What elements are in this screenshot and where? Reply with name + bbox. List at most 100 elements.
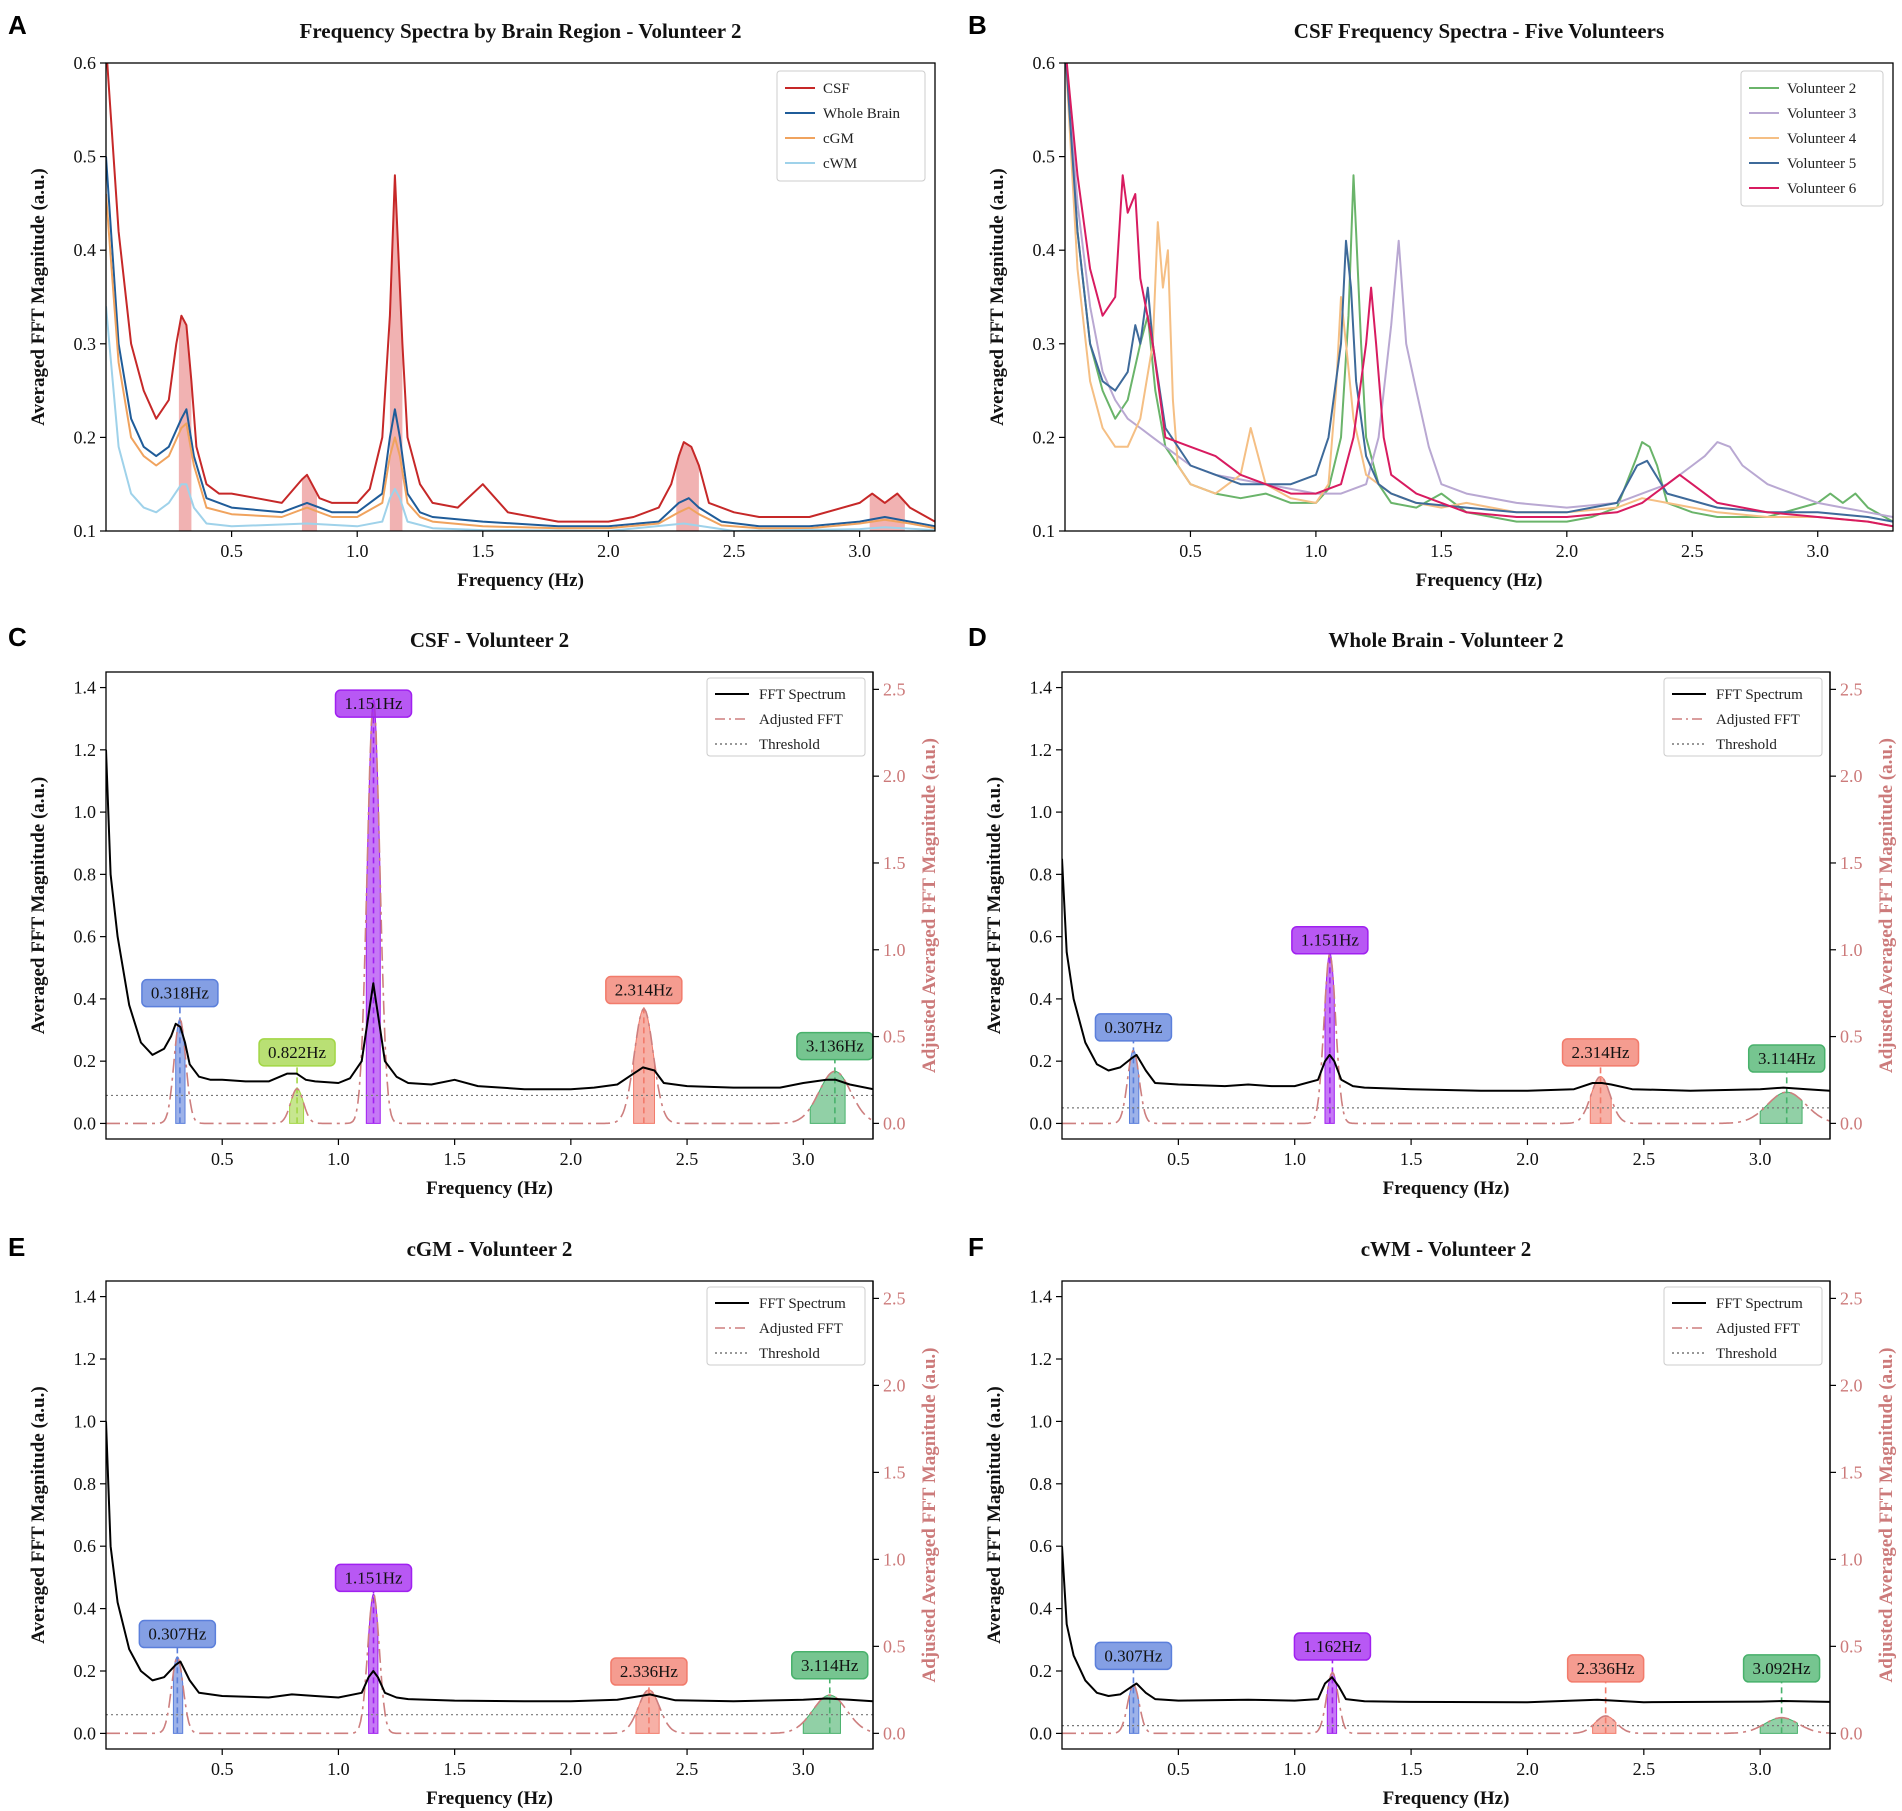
y-tick-label: 1.0 xyxy=(74,802,97,822)
y-tick-label: 0.4 xyxy=(1033,240,1056,260)
legend-entry: FFT Spectrum xyxy=(759,1296,846,1312)
panel-letter: C xyxy=(8,622,27,652)
x-tick-label: 3.0 xyxy=(792,1759,815,1779)
peak-label-text: 3.114Hz xyxy=(801,1656,859,1675)
y-axis-label: Averaged FFT Magnitude (a.u.) xyxy=(987,168,1008,425)
y2-tick-label: 0.0 xyxy=(883,1723,906,1743)
peak-label: 1.151Hz xyxy=(1291,925,1369,955)
x-tick-label: 3.0 xyxy=(1806,541,1829,561)
y-tick-label: 0.2 xyxy=(1030,1051,1053,1071)
y2-tick-label: 1.0 xyxy=(1840,940,1863,960)
series-line-whole-brain xyxy=(106,156,935,528)
series-line-volunteer-5 xyxy=(1065,63,1893,523)
x-tick-label: 1.5 xyxy=(472,541,495,561)
peak-label: 2.336Hz xyxy=(610,1657,688,1686)
legend-entry: Volunteer 6 xyxy=(1787,181,1857,197)
plot-frame xyxy=(1061,671,1831,1140)
peak-band xyxy=(172,1656,184,1734)
legend-entry: Threshold xyxy=(1716,737,1777,753)
peak-label-box xyxy=(258,1038,336,1067)
x-axis-label: Frequency (Hz) xyxy=(1416,570,1543,591)
x-tick-label: 0.5 xyxy=(220,541,243,561)
peak-label-text: 2.314Hz xyxy=(615,981,674,1000)
y-tick-label: 0.6 xyxy=(1033,53,1056,73)
y2-tick-label: 2.5 xyxy=(883,1288,906,1308)
peak-label: 2.314Hz xyxy=(605,975,683,1005)
chart-title: cGM - Volunteer 2 xyxy=(407,1237,573,1261)
panel-letter: F xyxy=(968,1232,984,1262)
y-axis-label: Averaged FFT Magnitude (a.u.) xyxy=(984,777,1005,1034)
peak-label-text: 3.136Hz xyxy=(806,1037,865,1056)
y-tick-label: 1.4 xyxy=(1030,1287,1053,1307)
y2-tick-label: 0.5 xyxy=(883,1636,906,1656)
peak-label-text: 1.151Hz xyxy=(344,694,403,713)
panel-c: C CSF - Volunteer 2 0.318Hz 0.822Hz 1.151Hz 2… xyxy=(8,622,940,1199)
adjusted-fft-line xyxy=(106,699,873,1125)
y2-tick-label: 1.5 xyxy=(1840,853,1863,873)
legend-box xyxy=(706,677,866,757)
y2-tick-label: 2.5 xyxy=(1840,679,1863,699)
plot-area xyxy=(106,1421,873,1735)
y-tick-label: 0.8 xyxy=(74,864,97,884)
peak-label-box xyxy=(1293,1632,1372,1661)
x-tick-label: 1.5 xyxy=(1400,1149,1423,1169)
peak-label: 1.151Hz xyxy=(334,689,413,718)
y-tick-label: 0.4 xyxy=(1030,989,1053,1009)
y-tick-label: 0.4 xyxy=(74,1599,97,1619)
y-tick-label: 0.6 xyxy=(74,927,97,947)
peak-label-text: 1.151Hz xyxy=(1301,931,1360,950)
x-tick-label: 2.5 xyxy=(723,541,746,561)
legend-entry: Volunteer 5 xyxy=(1787,156,1856,172)
y-tick-label: 0.4 xyxy=(74,989,97,1009)
fft-spectrum-line xyxy=(106,749,873,1091)
legend-entry: Volunteer 4 xyxy=(1787,131,1857,147)
legend-entry: cWM xyxy=(823,156,857,172)
x-tick-label: 2.0 xyxy=(560,1149,583,1169)
y-tick-label: 0.5 xyxy=(1033,147,1056,167)
y2-tick-label: 1.0 xyxy=(883,1549,906,1569)
plot-area xyxy=(1062,858,1830,1125)
chart-title: Whole Brain - Volunteer 2 xyxy=(1328,628,1563,652)
legend-entry: Volunteer 3 xyxy=(1787,106,1856,122)
legend-box xyxy=(1740,70,1884,207)
y-tick-label: 1.0 xyxy=(1030,1411,1053,1431)
plot-frame xyxy=(1064,62,1894,532)
peak-label-box xyxy=(1291,925,1369,955)
y-tick-label: 0.2 xyxy=(1033,427,1056,447)
legend-entry: Whole Brain xyxy=(823,106,901,122)
fft-spectrum-line xyxy=(1062,1546,1830,1704)
peak-label-box xyxy=(138,1619,217,1649)
peak-label: 3.114Hz xyxy=(1747,1044,1826,1073)
adjusted-fft-line xyxy=(1062,1671,1830,1735)
legend-entry: cGM xyxy=(823,131,854,147)
plot-area xyxy=(1062,1546,1830,1735)
y-tick-label: 0.3 xyxy=(1033,334,1056,354)
legend-entry: Threshold xyxy=(759,737,820,753)
x-tick-label: 1.0 xyxy=(346,541,369,561)
y2-tick-label: 0.5 xyxy=(1840,1027,1863,1047)
x-tick-label: 3.0 xyxy=(792,1149,815,1169)
y2-tick-label: 0.0 xyxy=(1840,1723,1863,1743)
peak-label-text: 0.318Hz xyxy=(151,984,210,1003)
panel-letter: D xyxy=(968,622,987,652)
x-tick-label: 2.0 xyxy=(1516,1759,1539,1779)
series-line-volunteer-6 xyxy=(1065,63,1893,528)
plot-area xyxy=(106,698,873,1125)
y2-tick-label: 0.5 xyxy=(1840,1636,1863,1656)
x-tick-label: 1.5 xyxy=(1400,1759,1423,1779)
x-axis-label: Frequency (Hz) xyxy=(426,1178,553,1199)
peak-label: 2.336Hz xyxy=(1566,1654,1645,1683)
peak-label-box xyxy=(610,1657,688,1686)
peak-label-box xyxy=(1747,1044,1826,1073)
peak-label-box xyxy=(1094,1013,1173,1042)
y-tick-label: 1.2 xyxy=(1030,740,1053,760)
y-tick-label: 0.5 xyxy=(74,147,97,167)
plot-frame xyxy=(1061,1280,1831,1750)
y2-tick-label: 2.5 xyxy=(1840,1288,1863,1308)
legend-entry: FFT Spectrum xyxy=(1716,1296,1803,1312)
y2-tick-label: 0.5 xyxy=(883,1027,906,1047)
peak-label: 0.822Hz xyxy=(258,1038,336,1067)
series-line-volunteer-4 xyxy=(1065,63,1893,528)
plot-frame xyxy=(105,671,874,1140)
